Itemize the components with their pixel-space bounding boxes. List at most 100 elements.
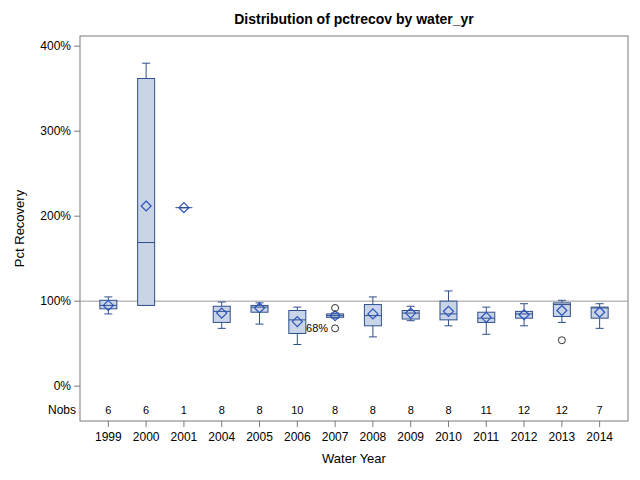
x-tick [297, 421, 298, 427]
box [175, 207, 192, 208]
whisker-cap [558, 300, 566, 301]
whisker-lower [297, 333, 298, 344]
whisker-cap [407, 306, 415, 307]
nobs-value: 8 [370, 404, 376, 416]
median [289, 319, 306, 320]
whisker-upper [448, 291, 449, 301]
y-tick-label: 100% [40, 294, 71, 308]
y-tick [74, 46, 80, 47]
x-tick-label: 2011 [473, 430, 499, 444]
x-tick [561, 421, 562, 427]
mean-marker [557, 306, 567, 316]
x-tick-label: 2012 [511, 430, 538, 444]
y-tick [74, 131, 80, 132]
whisker-cap [218, 302, 226, 303]
whisker-cap [293, 344, 301, 345]
whisker-cap [482, 307, 490, 308]
whisker-cap [520, 325, 528, 326]
background [0, 0, 640, 480]
x-tick-label: 2001 [171, 430, 198, 444]
nobs-label: Nobs [48, 403, 76, 417]
median [175, 207, 192, 208]
whisker-upper [146, 63, 147, 78]
x-tick-label: 2007 [322, 430, 349, 444]
x-tick [448, 421, 449, 427]
median [402, 313, 419, 314]
whisker-lower [599, 318, 600, 328]
x-tick-label: 2013 [549, 430, 576, 444]
whisker-cap [596, 328, 604, 329]
y-tick [74, 301, 80, 302]
whisker-cap [520, 303, 528, 304]
median [478, 318, 495, 319]
whisker-lower [448, 320, 449, 326]
nobs-value: 8 [256, 404, 262, 416]
y-tick [74, 386, 80, 387]
nobs-value: 11 [481, 404, 492, 416]
page: {"chart_data": { "type": "box", "title":… [0, 0, 640, 480]
nobs-value: 6 [143, 404, 149, 416]
x-tick [486, 421, 487, 427]
whisker-cap [558, 322, 566, 323]
whisker-cap [142, 63, 150, 64]
whisker-lower [561, 316, 562, 322]
mean-marker [179, 203, 189, 213]
x-tick-label: 2008 [360, 430, 387, 444]
nobs-value: 1 [181, 404, 187, 416]
title: Distribution of pctrecov by water_yr [234, 11, 474, 27]
nobs-value: 12 [518, 404, 530, 416]
mean-marker [519, 310, 529, 320]
x-tick [108, 421, 109, 427]
whisker-cap [369, 296, 377, 297]
whisker-cap [104, 313, 112, 314]
x-tick [335, 421, 336, 427]
whisker-cap [256, 324, 264, 325]
mean-marker [255, 303, 265, 313]
median [440, 313, 457, 314]
box [327, 314, 344, 317]
x-tick [410, 421, 411, 427]
y-tick-label: 200% [40, 209, 71, 223]
plot-frame [80, 36, 628, 421]
box [553, 303, 570, 317]
whisker-cap [444, 325, 452, 326]
whisker-cap [596, 303, 604, 304]
x-tick [524, 421, 525, 427]
whisker-upper [372, 297, 373, 305]
mean-marker [141, 201, 151, 211]
x-tick-label: 2009 [397, 430, 424, 444]
x-tick [183, 421, 184, 427]
nobs-value: 12 [556, 404, 568, 416]
x-tick [259, 421, 260, 427]
mean-marker [330, 311, 340, 321]
outlier [332, 304, 339, 311]
box [364, 305, 381, 326]
mean-marker [481, 312, 491, 322]
x-tick [599, 421, 600, 427]
x-tick-label: 2005 [246, 430, 273, 444]
nobs-value: 10 [291, 404, 303, 416]
outlier [332, 325, 339, 332]
whisker-cap [218, 328, 226, 329]
whisker-cap [369, 336, 377, 337]
whisker-cap [293, 307, 301, 308]
mean-marker [443, 306, 453, 316]
median [138, 242, 155, 243]
mean-marker [217, 308, 227, 318]
whisker-cap [444, 290, 452, 291]
y-tick [74, 216, 80, 217]
outlier [558, 337, 565, 344]
x-tick-label: 2006 [284, 430, 311, 444]
box [478, 312, 495, 322]
mean-marker [292, 317, 302, 327]
box [251, 305, 268, 312]
mean-marker [368, 309, 378, 319]
whisker-lower [486, 322, 487, 334]
chart: Distribution of pctrecov by water_yrWate… [0, 0, 640, 480]
y-tick-label: 300% [40, 124, 71, 138]
nobs-value: 8 [332, 404, 338, 416]
mean-marker [406, 308, 416, 318]
median [100, 305, 117, 306]
whisker-upper [221, 302, 222, 306]
reference-line [80, 301, 628, 302]
